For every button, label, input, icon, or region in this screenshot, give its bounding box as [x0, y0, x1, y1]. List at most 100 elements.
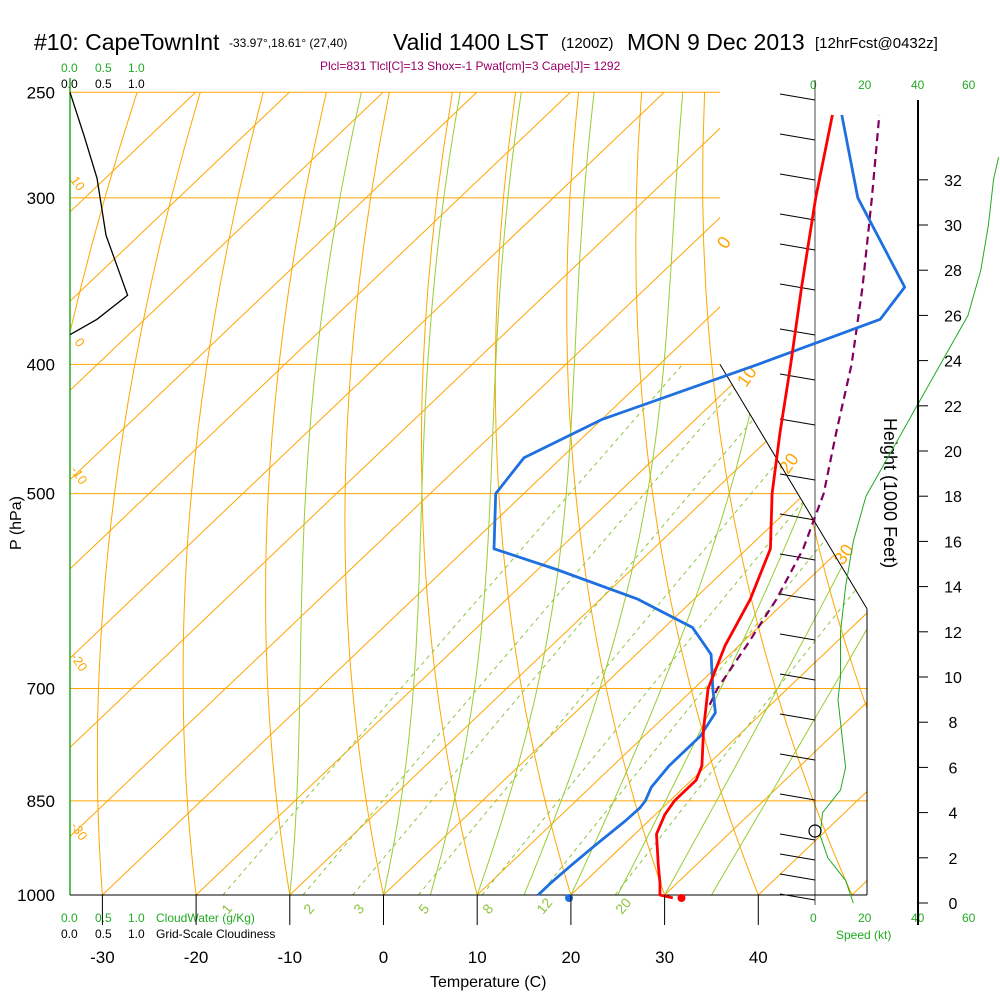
wind-barb [779, 328, 816, 336]
temperature-tick-label: -10 [278, 948, 303, 967]
isotherm-label: -20 [68, 650, 91, 674]
cloudwater-bottom-1: 1.0 [128, 911, 145, 925]
surface-temperature-marker [677, 894, 686, 902]
speed-bottom-20: 20 [858, 911, 872, 925]
frame-diagonal [719, 364, 868, 610]
cloudiness-bottom-05: 0.5 [95, 927, 112, 941]
wind-barb [779, 373, 816, 381]
pressure-tick-label: 500 [27, 485, 55, 504]
mixing-ratio-line [418, 364, 860, 895]
wind-barb [779, 713, 816, 721]
dry-adiabat [182, 92, 264, 895]
wind-barb [779, 243, 816, 251]
isotherm-line [476, 91, 867, 895]
pressure-tick-label: 700 [27, 679, 55, 698]
isotherm-line [70, 91, 290, 895]
height-tick-label: 8 [949, 715, 958, 732]
y-axis-label: P (hPa) [8, 496, 25, 550]
pressure-tick-label: 300 [27, 189, 55, 208]
speed-bottom-60: 60 [962, 911, 976, 925]
wind-speed-profile [819, 157, 1000, 904]
wind-barb [779, 173, 816, 181]
wind-barb [779, 513, 816, 521]
moist-adiabat [383, 92, 461, 895]
height-tick-label: 28 [944, 263, 962, 280]
temperature-tick-label: 20 [561, 948, 580, 967]
height-tick-label: 32 [944, 173, 962, 190]
dry-adiabat [635, 92, 759, 895]
cloudiness-bottom-1: 1.0 [128, 927, 145, 941]
mixing-ratio-label: 8 [479, 901, 496, 917]
temperature-tick-label: 10 [468, 948, 487, 967]
dry-adiabat [566, 92, 666, 895]
dry-adiabat [265, 92, 327, 895]
mixing-ratio-label: 2 [300, 901, 317, 917]
parcel-trace [708, 114, 881, 706]
wind-barb [779, 133, 816, 141]
stability-indices: Plcl=831 Tlcl[C]=13 Shox=-1 Pwat[cm]=3 C… [320, 59, 621, 73]
isotherm-line [70, 91, 384, 895]
cloudiness-profile [69, 92, 129, 336]
height-tick-label: 24 [944, 354, 962, 371]
wind-barb [779, 473, 816, 481]
mixing-ratio-label: 5 [415, 901, 432, 917]
isotherm-label: 10 [733, 362, 761, 390]
cloudiness-bottom-0: 0.0 [61, 927, 78, 941]
mixing-ratio-label: 3 [350, 901, 367, 917]
wind-barb [779, 93, 816, 101]
height-tick-label: 26 [944, 308, 962, 325]
dry-adiabat [702, 92, 853, 895]
speed-axis-label: Speed (kt) [836, 928, 891, 942]
isotherm-line [664, 91, 867, 895]
station-title: #10: CapeTownInt [34, 29, 220, 55]
cloudiness-scale-05: 0.5 [95, 77, 112, 91]
mixing-ratio-line [539, 364, 867, 895]
height-tick-label: 30 [944, 218, 962, 235]
dry-adiabat [830, 92, 867, 895]
isotherm-label: -30 [68, 819, 91, 843]
dry-adiabat [344, 92, 390, 895]
moist-adiabat [429, 92, 522, 895]
isotherm-label: 0 [72, 335, 88, 350]
sounding-traces [69, 80, 1000, 905]
height-tick-label: 0 [949, 896, 958, 913]
station-coords: -33.97°,18.61° (27,40) [229, 36, 347, 50]
mixing-ratio-line [481, 364, 867, 895]
isotherm-label: 10 [68, 173, 89, 193]
speed-bottom-0: 0 [810, 911, 817, 925]
moist-adiabat [664, 92, 867, 895]
height-tick-label: 2 [949, 851, 958, 868]
speed-top-20: 20 [858, 78, 872, 92]
wind-barb [779, 753, 816, 761]
height-axis-label: Height (1000 Feet) [880, 418, 900, 568]
zulu-time: (1200Z) [561, 35, 614, 52]
cloudiness-label: Grid-Scale Cloudiness [156, 927, 275, 941]
speed-top-60: 60 [962, 78, 976, 92]
isotherm-line [851, 91, 867, 895]
isotherm-label: 0 [713, 233, 735, 253]
moist-adiabat [289, 92, 362, 895]
wind-barb [779, 873, 816, 881]
mixing-ratio-line [222, 364, 683, 895]
height-tick-label: 14 [944, 580, 962, 597]
grid-clip [70, 91, 867, 895]
wind-barb [779, 833, 816, 841]
height-tick-label: 20 [944, 444, 962, 461]
wind-barb [779, 793, 816, 801]
dry-adiabat [494, 92, 572, 895]
run-date: MON 9 Dec 2013 [627, 29, 805, 55]
forecast-label: [12hrFcst@0432z] [815, 35, 938, 52]
dry-adiabat [421, 92, 478, 895]
height-tick-label: 18 [944, 489, 962, 506]
cloud-scale-top: 0.0 0.5 1.0 0.0 0.5 1.0 [61, 61, 145, 91]
isotherm-line [70, 91, 478, 895]
cloudwater-bottom-05: 0.5 [95, 911, 112, 925]
wind-barb [779, 418, 816, 426]
wind-barb [779, 593, 816, 601]
pressure-tick-label: 250 [27, 83, 55, 102]
mixing-ratio-line [302, 364, 756, 895]
